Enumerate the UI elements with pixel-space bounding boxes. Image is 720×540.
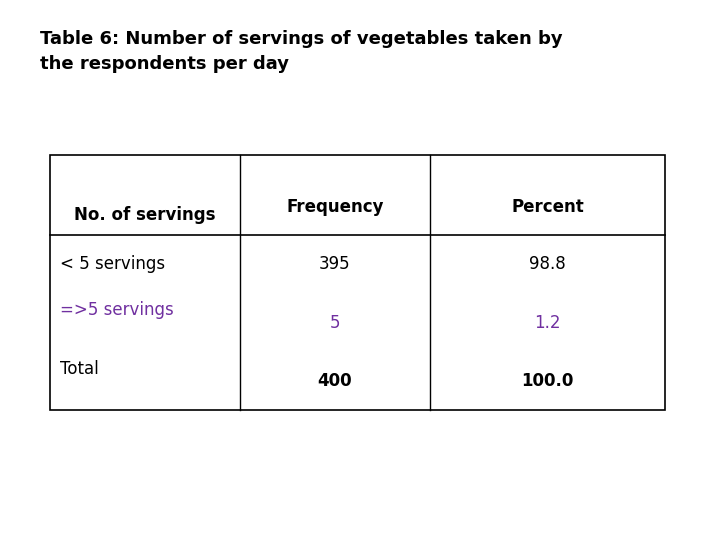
Text: 98.8: 98.8 xyxy=(529,255,566,273)
Text: Percent: Percent xyxy=(511,198,584,216)
Text: < 5 servings: < 5 servings xyxy=(60,255,165,273)
Text: 5: 5 xyxy=(330,314,341,332)
Text: 100.0: 100.0 xyxy=(521,372,574,390)
Text: 1.2: 1.2 xyxy=(534,314,561,332)
Text: Frequency: Frequency xyxy=(287,198,384,216)
Text: 395: 395 xyxy=(319,255,351,273)
Text: No. of servings: No. of servings xyxy=(74,206,216,224)
Text: Total: Total xyxy=(60,360,99,377)
Text: =>5 servings: =>5 servings xyxy=(60,301,174,319)
Text: 400: 400 xyxy=(318,372,352,390)
Bar xyxy=(50,155,665,410)
Text: Table 6: Number of servings of vegetables taken by
the respondents per day: Table 6: Number of servings of vegetable… xyxy=(40,30,562,73)
